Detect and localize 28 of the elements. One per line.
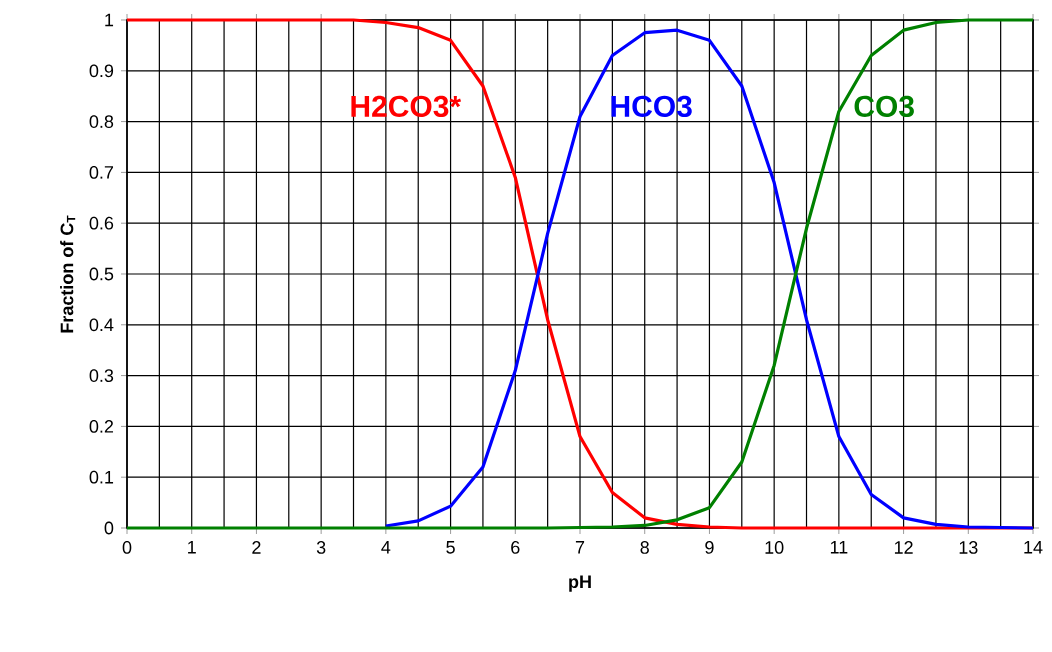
y-tick-label: 0.7 <box>89 166 114 179</box>
y-tick-label: 0.4 <box>89 318 114 332</box>
x-tick-label: 4 <box>381 541 391 554</box>
y-tick-label: 0.1 <box>89 470 114 484</box>
y-tick-label: 0.6 <box>89 216 114 230</box>
x-tick-label: 13 <box>959 541 978 554</box>
x-tick-label: 8 <box>640 541 649 554</box>
y-tick-label: 0.5 <box>89 267 114 281</box>
y-tick-label: 0 <box>104 521 114 535</box>
x-tick-label: 7 <box>575 541 585 554</box>
y-axis-title: Fraction of C$_{T}$ <box>60 215 76 333</box>
x-tick-label: 0 <box>122 541 132 554</box>
x-tick-label: 9 <box>705 541 714 554</box>
x-tick-label: 14 <box>1024 541 1043 554</box>
x-tick-label: 6 <box>511 541 520 554</box>
y-tick-label: 0.2 <box>89 420 114 433</box>
y-tick-label: 0.3 <box>89 369 114 382</box>
y-tick-label: 1 <box>105 13 114 27</box>
y-tick-label: 0.8 <box>89 115 114 128</box>
x-tick-label: 3 <box>316 541 326 554</box>
x-axis-title: pH <box>569 575 591 592</box>
x-tick-label: 10 <box>765 541 784 554</box>
x-tick-label: 11 <box>830 541 848 554</box>
x-tick-label: 1 <box>188 541 196 554</box>
y-tick-label: 0.9 <box>89 64 114 78</box>
x-tick-label: 12 <box>894 541 913 554</box>
x-tick-label: 5 <box>446 541 455 554</box>
x-tick-label: 2 <box>252 541 261 554</box>
